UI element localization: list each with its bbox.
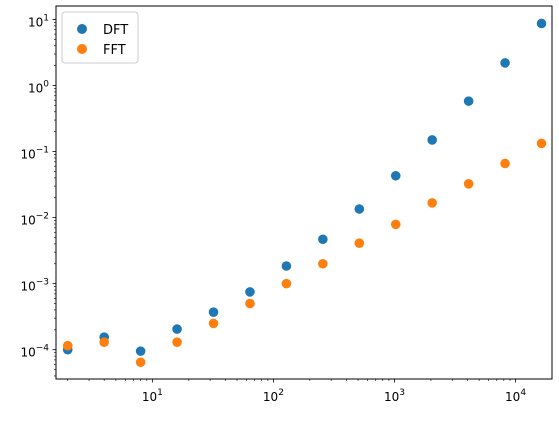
point-fft-7 xyxy=(318,259,328,269)
point-dft-2 xyxy=(136,346,146,356)
point-dft-12 xyxy=(500,58,510,68)
point-fft-13 xyxy=(537,139,547,149)
point-dft-7 xyxy=(318,234,328,244)
point-fft-10 xyxy=(427,198,437,208)
point-dft-9 xyxy=(391,171,401,181)
point-fft-1 xyxy=(99,337,109,347)
point-fft-8 xyxy=(354,238,364,248)
point-fft-0 xyxy=(63,341,73,351)
point-fft-2 xyxy=(136,357,146,367)
point-dft-11 xyxy=(464,96,474,106)
point-dft-6 xyxy=(282,261,292,271)
legend-label-dft: DFT xyxy=(103,23,128,38)
point-dft-3 xyxy=(172,324,182,334)
point-fft-9 xyxy=(391,220,401,230)
point-fft-6 xyxy=(282,279,292,289)
point-dft-13 xyxy=(537,19,547,29)
point-fft-5 xyxy=(245,299,255,309)
legend-marker-fft xyxy=(77,44,87,54)
point-fft-4 xyxy=(209,319,219,329)
point-fft-11 xyxy=(464,179,474,189)
legend: DFT FFT xyxy=(62,12,138,63)
point-dft-4 xyxy=(209,307,219,317)
legend-marker-dft xyxy=(77,24,87,34)
legend-label-fft: FFT xyxy=(103,43,126,58)
point-fft-3 xyxy=(172,337,182,347)
point-dft-8 xyxy=(354,204,364,214)
point-fft-12 xyxy=(500,159,510,169)
point-dft-10 xyxy=(427,135,437,145)
point-dft-5 xyxy=(245,287,255,297)
